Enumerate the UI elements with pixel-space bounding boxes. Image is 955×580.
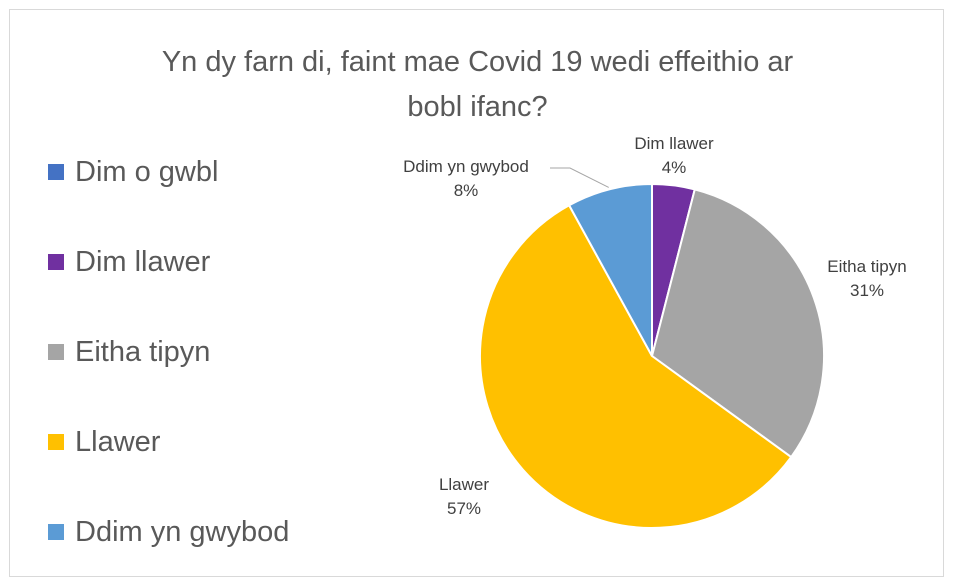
data-label-category: Dim llawer (634, 134, 714, 153)
legend-label: Dim o gwbl (75, 155, 219, 188)
leader-line (550, 167, 609, 188)
pie-slice (479, 203, 793, 529)
legend-label: Ddim yn gwybod (75, 515, 290, 548)
legend-item: Llawer (48, 422, 160, 462)
legend-label: Dim llawer (75, 245, 211, 278)
chart-title-line-2: bobl ifanc? (407, 91, 548, 123)
legend-label: Eitha tipyn (75, 335, 211, 368)
data-label-value: 31% (850, 281, 884, 300)
data-label-category: Ddim yn gwybod (403, 157, 529, 176)
data-label-category: Eitha tipyn (827, 257, 906, 276)
legend-item: Eitha tipyn (48, 332, 210, 372)
legend-item: Dim llawer (48, 242, 210, 282)
legend-swatch (48, 434, 64, 450)
chart-title-line-1: Yn dy farn di, faint mae Covid 19 wedi e… (161, 46, 794, 78)
chart-title: Yn dy farn di, faint mae Covid 19 wedi e… (0, 40, 955, 130)
legend-swatch (48, 164, 64, 180)
data-label-value: 4% (662, 158, 687, 177)
legend-swatch (48, 524, 64, 540)
legend-label: Llawer (75, 425, 161, 458)
legend-item: Ddim yn gwybod (48, 512, 289, 552)
legend-swatch (48, 344, 64, 360)
data-label-category: Llawer (439, 475, 489, 494)
data-label-value: 8% (454, 181, 479, 200)
legend-swatch (48, 254, 64, 270)
legend-item: Dim o gwbl (48, 152, 218, 192)
pie-slice (567, 182, 653, 357)
data-label-value: 57% (447, 499, 481, 518)
pie-slice (650, 188, 825, 459)
